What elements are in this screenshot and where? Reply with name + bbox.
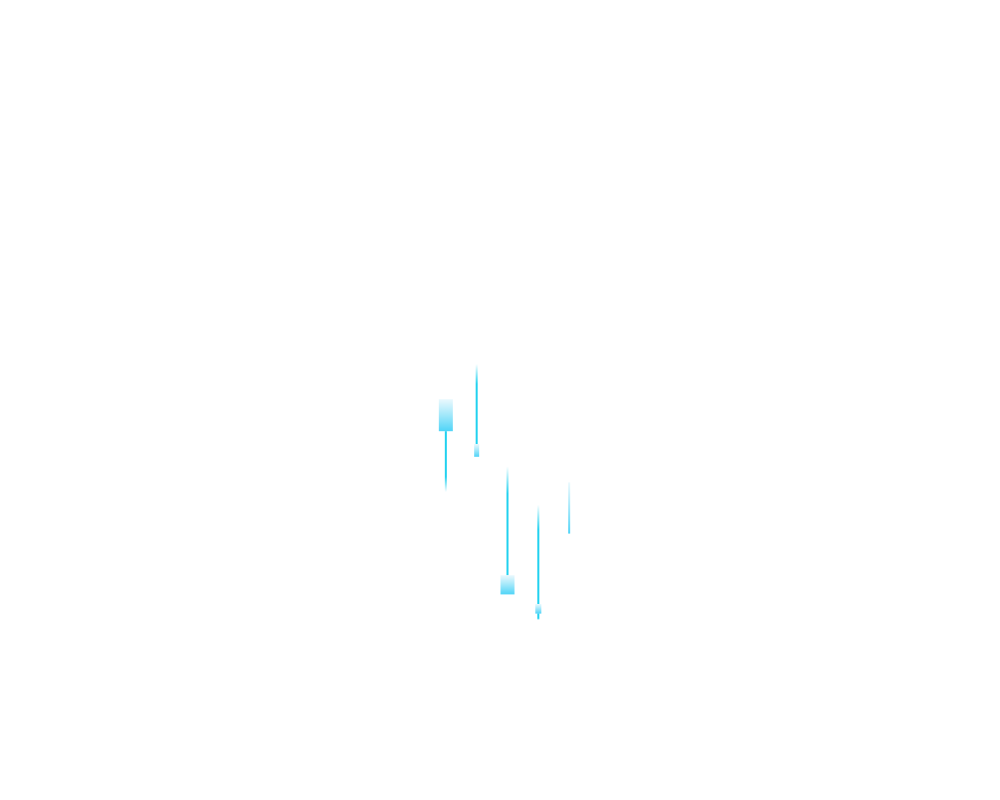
candle-3-upper-wick xyxy=(506,466,509,576)
candle-3-body xyxy=(500,575,515,595)
candle-1-lower-wick xyxy=(444,431,447,492)
candle-5-body xyxy=(568,482,571,534)
candle-4-lower-wick xyxy=(537,613,540,620)
candle-1 xyxy=(438,399,453,492)
candle-5 xyxy=(568,482,571,534)
candle-4 xyxy=(535,504,542,620)
candle-1-body xyxy=(438,399,453,432)
candle-2-body xyxy=(474,444,480,457)
candle-4-upper-wick xyxy=(537,504,540,604)
candle-3 xyxy=(500,466,515,595)
candle-4-body xyxy=(535,604,542,614)
candle-2 xyxy=(474,364,480,457)
plot-area xyxy=(438,364,571,620)
candle-2-upper-wick xyxy=(475,364,478,444)
